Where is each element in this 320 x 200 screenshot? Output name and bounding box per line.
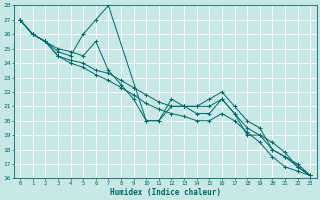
X-axis label: Humidex (Indice chaleur): Humidex (Indice chaleur) bbox=[110, 188, 220, 197]
